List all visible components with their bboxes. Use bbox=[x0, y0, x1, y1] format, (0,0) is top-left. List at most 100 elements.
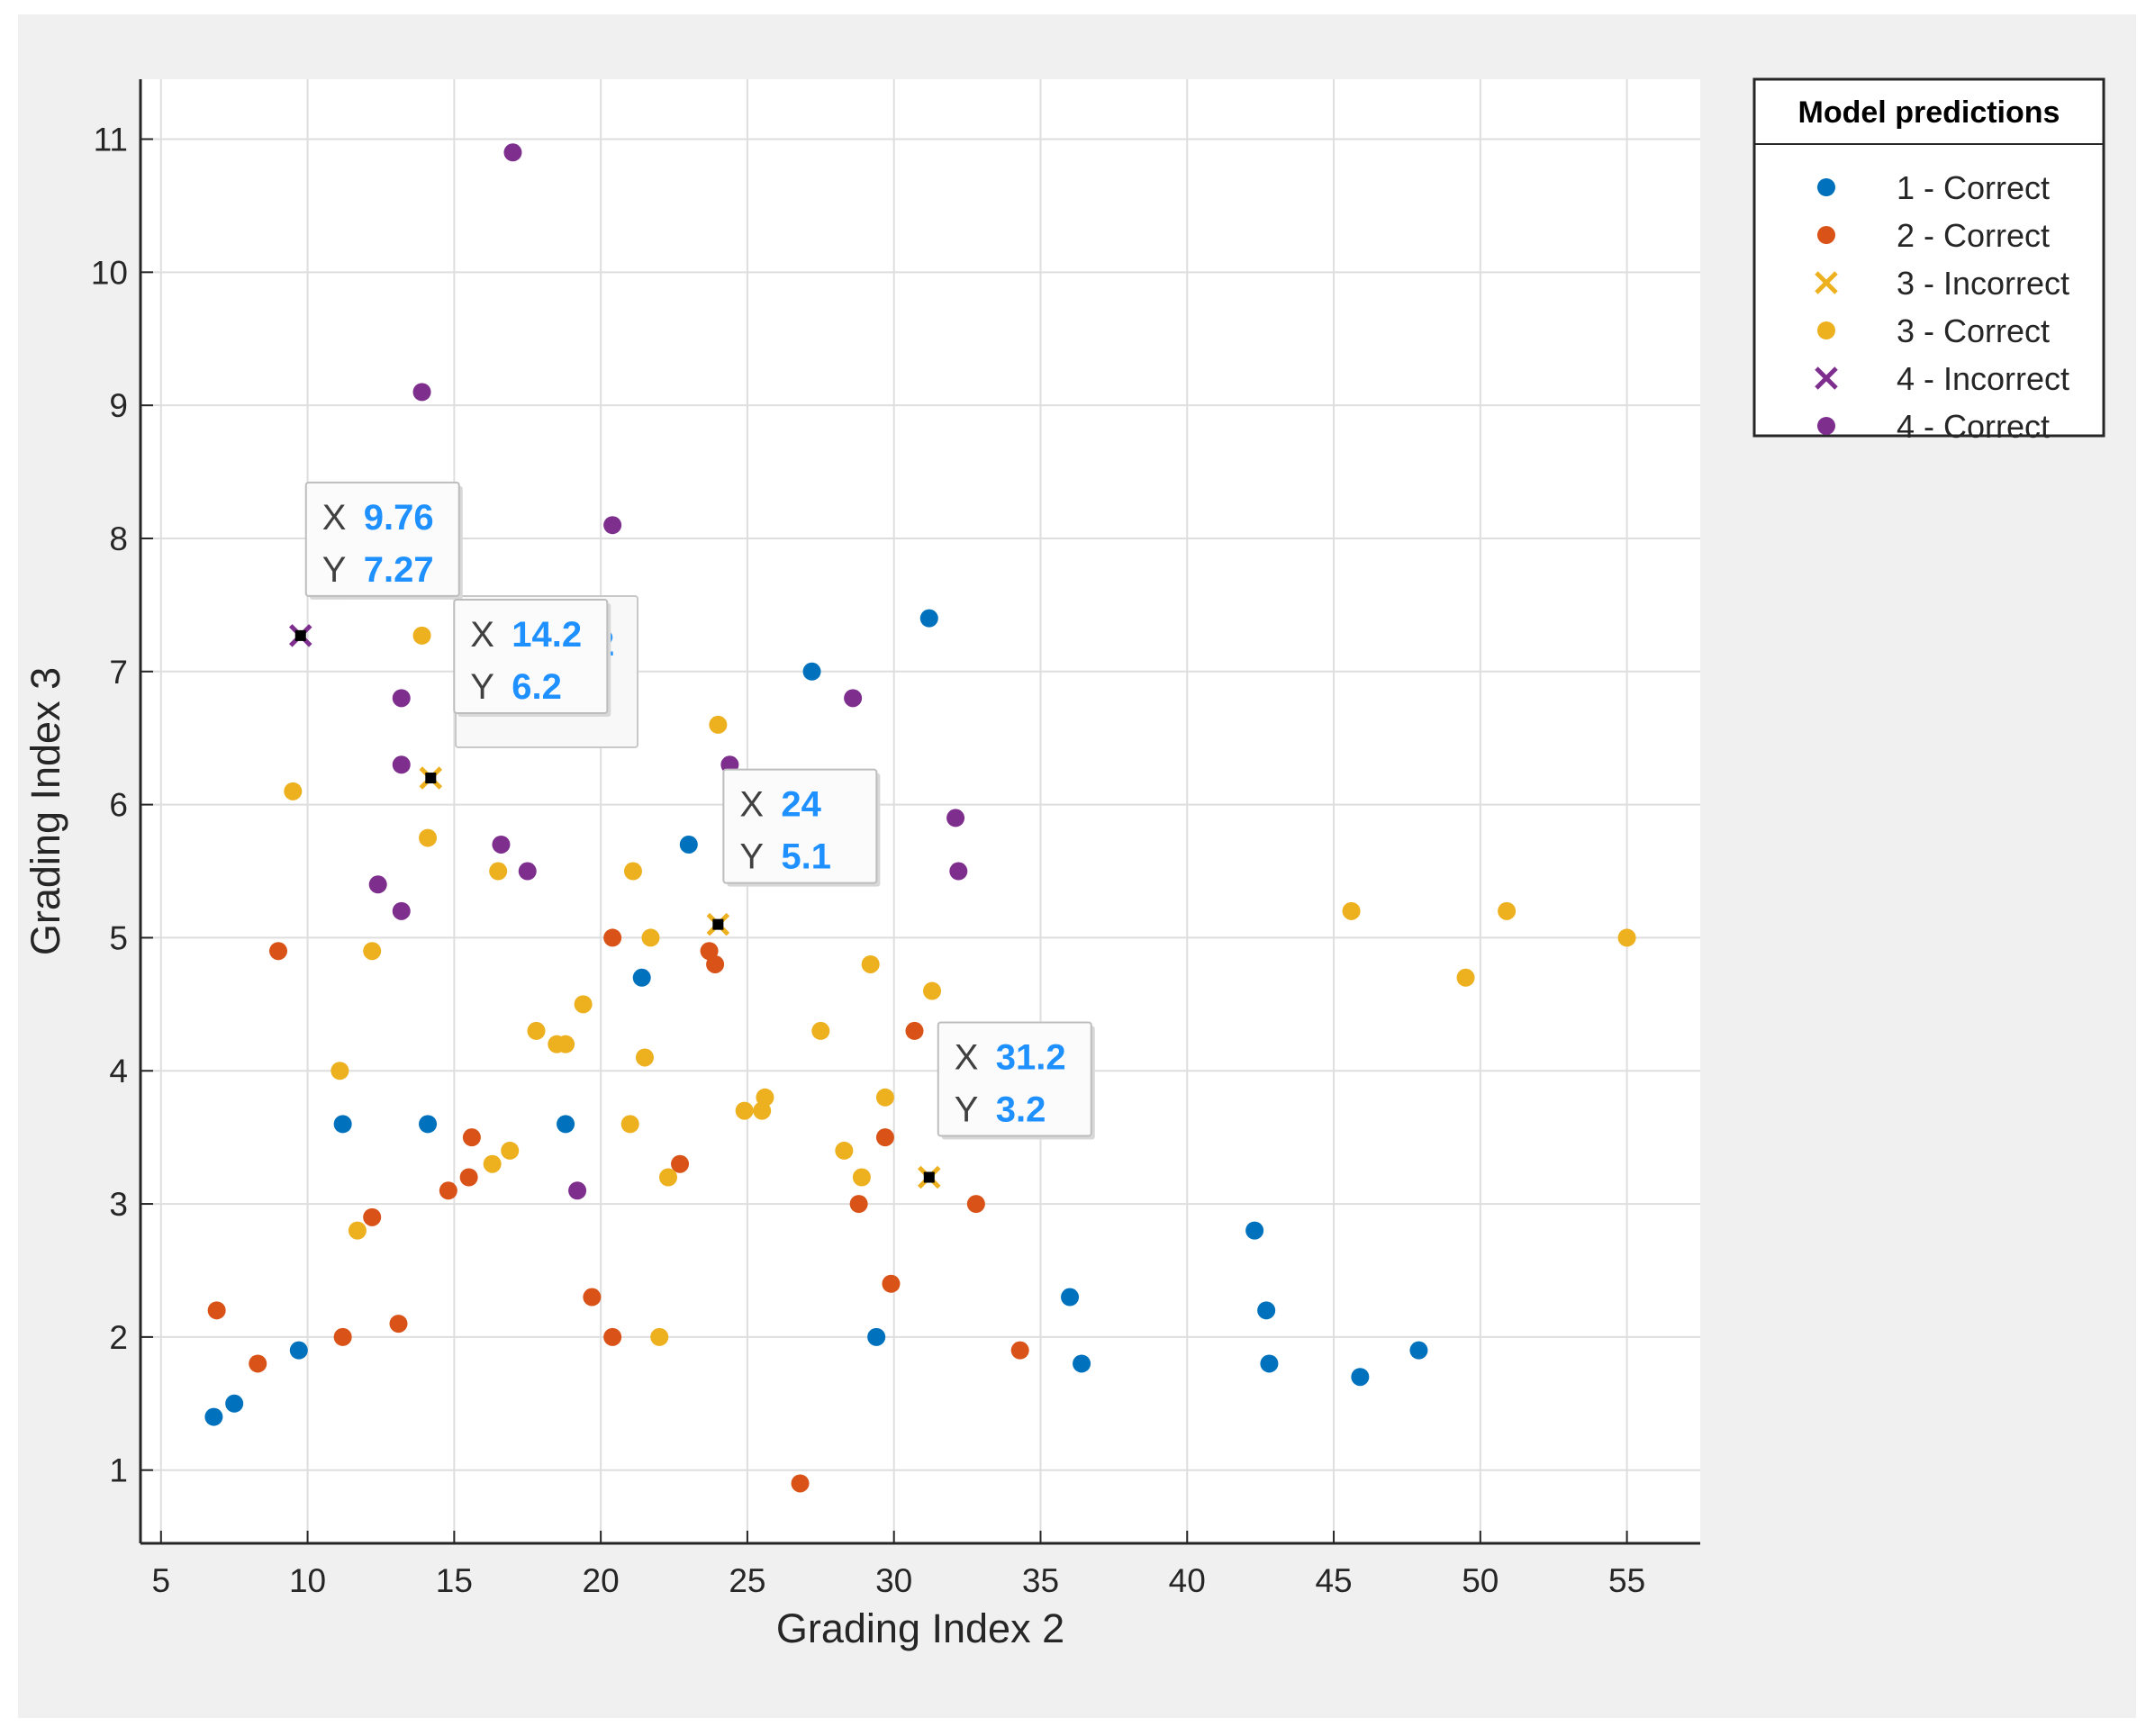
point-2-correct bbox=[462, 1128, 481, 1147]
point-3-correct bbox=[1456, 968, 1475, 987]
point-4-correct bbox=[603, 516, 622, 535]
point-3-correct bbox=[527, 1021, 546, 1040]
y-tick-label: 6 bbox=[109, 787, 128, 824]
datatip-x-label: X bbox=[322, 498, 347, 538]
x-tick-label: 55 bbox=[1608, 1562, 1645, 1599]
legend-marker bbox=[1817, 321, 1835, 339]
point-3-correct bbox=[623, 862, 642, 881]
point-2-correct bbox=[439, 1181, 457, 1200]
x-tick-label: 45 bbox=[1315, 1562, 1352, 1599]
point-2-correct bbox=[207, 1301, 226, 1320]
point-3-correct bbox=[1342, 901, 1361, 920]
point-2-correct bbox=[671, 1154, 690, 1173]
datatip-y-value: 3.2 bbox=[996, 1090, 1046, 1130]
datatip-y-value: 5.1 bbox=[781, 837, 831, 877]
point-3-correct bbox=[489, 862, 508, 881]
point-2-correct bbox=[875, 1128, 894, 1147]
datatip[interactable]: X 31.2 Y 3.2 bbox=[923, 1021, 1095, 1183]
point-4-correct bbox=[568, 1181, 587, 1200]
legend-marker bbox=[1817, 417, 1835, 435]
legend-item[interactable]: 3 - Correct bbox=[1817, 312, 2050, 349]
point-3-correct bbox=[641, 928, 660, 947]
point-3-correct bbox=[501, 1141, 520, 1160]
data-points bbox=[204, 143, 1636, 1493]
y-tick-label: 4 bbox=[109, 1053, 128, 1090]
point-2-correct bbox=[882, 1274, 901, 1293]
datatip-x-value: 14.2 bbox=[512, 615, 582, 655]
point-3-correct bbox=[635, 1048, 654, 1067]
datatip-y-label: Y bbox=[739, 837, 764, 877]
datatip-box[interactable] bbox=[453, 599, 609, 715]
datatip-x-value: 9.76 bbox=[364, 498, 434, 538]
point-3-correct bbox=[735, 1101, 754, 1120]
y-tick-label: 10 bbox=[91, 254, 128, 291]
datatip-box[interactable] bbox=[722, 768, 878, 884]
datatip-y-label: Y bbox=[322, 550, 347, 590]
point-3-correct bbox=[709, 715, 728, 734]
datatip-box[interactable] bbox=[937, 1021, 1092, 1137]
legend-item[interactable]: 2 - Correct bbox=[1817, 217, 2050, 254]
x-tick-label: 35 bbox=[1022, 1562, 1059, 1599]
point-2-correct bbox=[459, 1168, 478, 1187]
point-1-correct bbox=[557, 1115, 575, 1134]
point-1-correct bbox=[1245, 1221, 1264, 1240]
point-2-correct bbox=[603, 928, 622, 947]
datatip[interactable]: X 24 Y 5.1 bbox=[712, 768, 881, 930]
point-1-correct bbox=[204, 1407, 223, 1426]
point-3-correct bbox=[861, 954, 880, 973]
legend-label: 3 - Correct bbox=[1897, 312, 2050, 349]
point-3-correct bbox=[284, 782, 303, 800]
legend-item[interactable]: 3 - Incorrect bbox=[1815, 265, 2069, 302]
point-2-correct bbox=[706, 954, 725, 973]
legend-item[interactable]: 4 - Correct bbox=[1817, 408, 2050, 445]
y-tick-label: 1 bbox=[109, 1452, 128, 1489]
datatip-x-label: X bbox=[470, 615, 494, 655]
point-3-correct bbox=[330, 1062, 349, 1080]
datatip-x-label: X bbox=[955, 1038, 979, 1078]
point-3-correct bbox=[363, 942, 382, 961]
legend-item[interactable]: 1 - Correct bbox=[1817, 169, 2050, 206]
legend-label: 1 - Correct bbox=[1897, 169, 2050, 206]
point-4-correct bbox=[368, 875, 387, 894]
point-1-correct bbox=[333, 1115, 352, 1134]
y-axis-title: Grading Index 3 bbox=[23, 667, 68, 955]
datatip-anchor bbox=[425, 773, 437, 784]
point-3-correct bbox=[756, 1088, 774, 1107]
datatip-y-value: 6.2 bbox=[512, 667, 562, 707]
datatip[interactable]: X 14.2 Y 6.2 bbox=[425, 599, 611, 784]
point-1-correct bbox=[1260, 1354, 1279, 1373]
legend-item[interactable]: 4 - Incorrect bbox=[1815, 360, 2069, 397]
point-2-correct bbox=[791, 1474, 810, 1493]
point-4-correct bbox=[492, 835, 511, 854]
point-1-correct bbox=[919, 609, 938, 628]
point-3-correct bbox=[1617, 928, 1636, 947]
legend-marker-stroke-b bbox=[1815, 271, 1838, 294]
legend-marker bbox=[1815, 271, 1838, 294]
point-3-correct bbox=[574, 995, 593, 1014]
datatip-y-label: Y bbox=[470, 667, 494, 707]
x-tick-label: 10 bbox=[289, 1562, 326, 1599]
y-tick-label: 8 bbox=[109, 520, 128, 557]
point-2-correct bbox=[1010, 1341, 1029, 1360]
point-2-correct bbox=[389, 1315, 408, 1334]
legend[interactable]: Model predictions 1 - Correct 2 - Correct 3… bbox=[1752, 77, 2105, 445]
datatip-box[interactable] bbox=[304, 481, 460, 597]
point-2-correct bbox=[905, 1021, 924, 1040]
x-tick-label: 20 bbox=[583, 1562, 620, 1599]
point-3-correct bbox=[1498, 901, 1517, 920]
point-2-correct bbox=[966, 1195, 985, 1214]
point-4-correct bbox=[518, 862, 537, 881]
legend-marker bbox=[1817, 178, 1835, 196]
point-1-correct bbox=[632, 968, 651, 987]
point-2-correct bbox=[333, 1327, 352, 1346]
point-2-correct bbox=[583, 1288, 602, 1307]
y-tick-label: 2 bbox=[109, 1319, 128, 1356]
point-3-correct bbox=[412, 626, 431, 645]
legend-marker-stroke-b bbox=[1815, 366, 1838, 390]
datatip[interactable]: X 9.76 Y 7.27 bbox=[294, 481, 463, 641]
y-tick-label: 9 bbox=[109, 387, 128, 424]
datatip-y-value: 7.27 bbox=[364, 550, 434, 590]
